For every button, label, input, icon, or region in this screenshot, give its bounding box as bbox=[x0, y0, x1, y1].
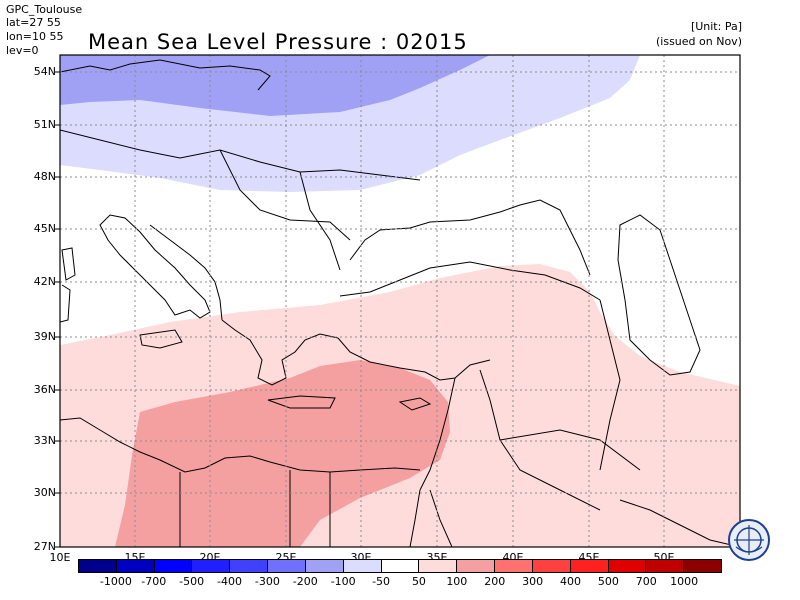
colorbar-label: -1000 bbox=[99, 575, 132, 588]
colorbar-label: -100 bbox=[330, 575, 356, 588]
colorbar-swatch bbox=[570, 560, 609, 572]
colorbar-label: 1000 bbox=[670, 575, 699, 588]
colorbar-swatch bbox=[79, 560, 117, 572]
colorbar-label: -500 bbox=[179, 575, 205, 588]
coastlines bbox=[60, 59, 740, 547]
colorbar-swatch bbox=[381, 560, 420, 572]
colorbar-label: 700 bbox=[635, 575, 657, 588]
lon-range-label: lon=10 55 bbox=[6, 30, 64, 43]
colorbar-swatch bbox=[532, 560, 571, 572]
colorbar-swatch bbox=[608, 560, 647, 572]
map-title: Mean Sea Level Pressure : 02015 bbox=[88, 30, 468, 54]
map-frame bbox=[59, 54, 741, 548]
issued-label: (issued on Nov) bbox=[656, 35, 742, 48]
colorbar-swatch bbox=[457, 560, 496, 572]
lat-tick-label: 36N bbox=[33, 383, 56, 396]
lon-tick-label: 10E bbox=[49, 551, 71, 564]
lat-tick-label: 33N bbox=[33, 434, 56, 447]
lat-tick-label: 30N bbox=[33, 486, 56, 499]
colorbar-swatch bbox=[305, 560, 344, 572]
lat-tick-label: 27N bbox=[33, 540, 56, 553]
colorbar-swatch bbox=[684, 560, 722, 572]
colorbar-label: -200 bbox=[292, 575, 318, 588]
colorbar-swatch bbox=[116, 560, 155, 572]
colorbar-swatch bbox=[154, 560, 193, 572]
graticule bbox=[60, 55, 740, 547]
colorbar-label: 300 bbox=[522, 575, 544, 588]
wmo-emblem-icon bbox=[728, 519, 770, 561]
colorbar-swatch bbox=[495, 560, 533, 572]
colorbar-swatch bbox=[192, 560, 231, 572]
anomaly-band-minus-100 bbox=[60, 55, 490, 116]
colorbar-label: -50 bbox=[372, 575, 391, 588]
level-label: lev=0 bbox=[6, 44, 39, 57]
lat-tick-label: 54N bbox=[33, 65, 56, 78]
colorbar-label: 400 bbox=[559, 575, 581, 588]
colorbar bbox=[78, 559, 722, 573]
colorbar-swatch bbox=[419, 560, 458, 572]
colorbar-label: -700 bbox=[141, 575, 167, 588]
lat-tick-label: 45N bbox=[33, 222, 56, 235]
lat-tick-label: 42N bbox=[33, 275, 56, 288]
anomaly-band-plus-100 bbox=[115, 360, 450, 547]
colorbar-swatch bbox=[646, 560, 685, 572]
colorbar-label: -400 bbox=[217, 575, 242, 588]
source-label: GPC_Toulouse bbox=[6, 3, 83, 16]
colorbar-label: -300 bbox=[254, 575, 280, 588]
colorbar-label: 200 bbox=[484, 575, 506, 588]
lat-range-label: lat=27 55 bbox=[6, 16, 61, 29]
lat-tick-label: 48N bbox=[33, 170, 56, 183]
colorbar-label: 100 bbox=[446, 575, 468, 588]
colorbar-label: 500 bbox=[597, 575, 619, 588]
colorbar-label: 50 bbox=[411, 575, 426, 588]
unit-label: [Unit: Pa] bbox=[690, 20, 742, 33]
colorbar-swatch bbox=[343, 560, 382, 572]
lat-tick-label: 51N bbox=[33, 118, 56, 131]
colorbar-swatch bbox=[268, 560, 306, 572]
colorbar-swatch bbox=[230, 560, 269, 572]
lat-tick-label: 39N bbox=[33, 330, 56, 343]
